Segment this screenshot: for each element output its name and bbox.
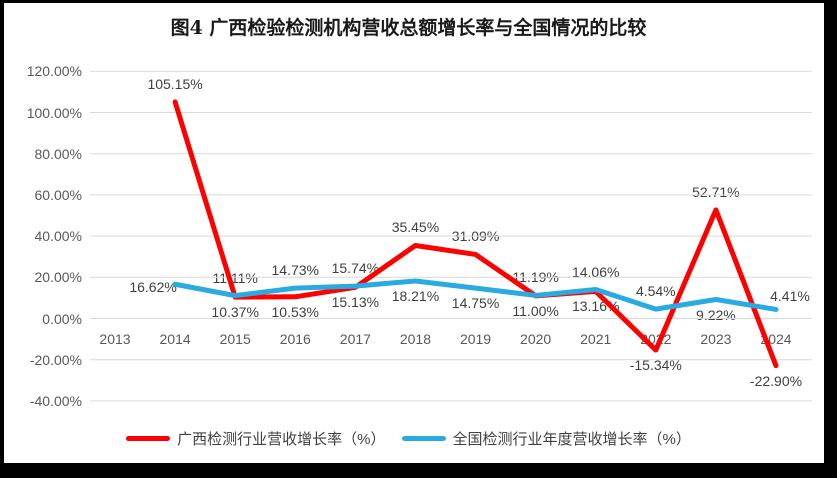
x-tick-label: 2024 <box>760 331 792 347</box>
data-label: 9.22% <box>696 306 736 323</box>
data-label: 31.09% <box>451 228 500 245</box>
data-label: 14.75% <box>451 295 500 312</box>
x-tick-label: 2017 <box>339 331 371 347</box>
data-label: 16.62% <box>129 279 177 296</box>
legend: 广西检测行业营收增长率（%） 全国检测行业年度营收增长率（%） <box>0 428 817 449</box>
chart-title: 图4 广西检验检测机构营收总额增长率与全国情况的比较 <box>170 17 647 39</box>
blue-line-swatch <box>401 436 446 441</box>
y-tick-label: 60.00% <box>34 186 82 203</box>
data-label: 105.15% <box>147 75 203 92</box>
y-tick-label: 100.00% <box>26 104 82 121</box>
y-tick-label: 120.00% <box>26 63 82 80</box>
x-tick-label: 2022 <box>640 331 672 347</box>
x-tick-label: 2019 <box>459 331 492 347</box>
data-label: 14.06% <box>571 263 620 280</box>
data-label: 15.74% <box>331 260 380 277</box>
y-tick-label: 0.00% <box>42 310 82 327</box>
x-tick-label: 2020 <box>520 331 552 347</box>
y-tick-label: -20.00% <box>29 351 82 368</box>
data-label: 52.71% <box>692 183 740 200</box>
data-label: -15.34% <box>629 357 682 374</box>
x-tick-label: 2021 <box>580 331 612 347</box>
legend-label-national: 全国检测行业年度营收增长率（%） <box>452 431 691 448</box>
x-tick-label: 2018 <box>399 331 432 347</box>
red-line-swatch <box>126 436 171 441</box>
legend-item-guangxi: 广西检测行业营收增长率（%） <box>126 428 386 449</box>
legend-label-guangxi: 广西检测行业营收增长率（%） <box>177 431 386 448</box>
y-tick-label: -40.00% <box>29 392 82 409</box>
data-label: 13.16% <box>571 298 620 315</box>
y-tick-label: 80.00% <box>34 145 82 162</box>
data-label: 4.41% <box>770 288 810 305</box>
y-tick-label: 40.00% <box>34 228 82 245</box>
data-label: -22.90% <box>749 372 803 389</box>
legend-item-national: 全国检测行业年度营收增长率（%） <box>401 428 691 449</box>
x-tick-label: 2013 <box>99 331 131 347</box>
x-tick-label: 2014 <box>159 331 191 347</box>
y-tick-label: 20.00% <box>34 269 82 286</box>
x-tick-label: 2023 <box>700 331 732 347</box>
data-label: 4.54% <box>635 283 676 300</box>
x-tick-label: 2015 <box>219 331 251 347</box>
x-tick-label: 2016 <box>279 331 311 347</box>
